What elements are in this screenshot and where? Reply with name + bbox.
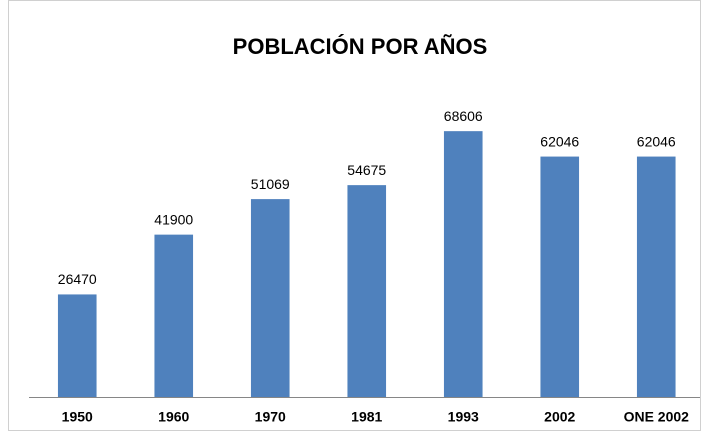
bar (443, 131, 483, 398)
value-label: 62046 (637, 133, 676, 149)
x-tick-label: 1950 (62, 409, 93, 425)
chart-title: POBLACIÓN POR AÑOS (233, 34, 488, 59)
bar (540, 156, 580, 397)
bar (347, 185, 387, 397)
value-label: 62046 (540, 133, 579, 149)
x-tick-label: 2002 (544, 409, 575, 425)
value-label: 41900 (154, 211, 193, 227)
value-label: 26470 (58, 271, 97, 287)
value-label: 54675 (347, 162, 386, 178)
value-label: 68606 (444, 108, 483, 124)
bar (154, 234, 194, 397)
bar (250, 199, 290, 397)
bar (57, 294, 97, 397)
x-tick-label: ONE 2002 (624, 409, 690, 425)
value-label: 51069 (251, 176, 290, 192)
x-tick-label: 1970 (255, 409, 286, 425)
x-tick-label: 1960 (158, 409, 189, 425)
bar (636, 156, 676, 397)
x-tick-label: 1993 (448, 409, 479, 425)
x-tick-label: 1981 (351, 409, 382, 425)
